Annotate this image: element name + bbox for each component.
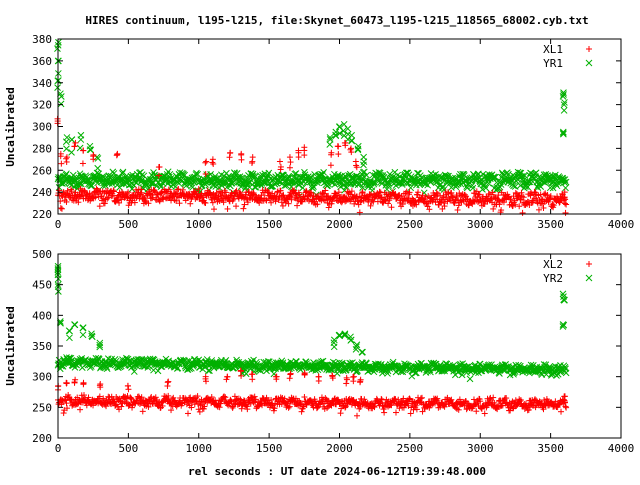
chart-title: HIRES continuum, l195-l215, file:Skynet_… [85, 14, 588, 27]
x-tick-label: 3500 [537, 442, 564, 455]
y-tick-label: 450 [32, 279, 52, 292]
x-tick-label: 3000 [467, 442, 494, 455]
x-tick-label: 3000 [467, 218, 494, 231]
y-tick-label: 360 [32, 55, 52, 68]
x-tick-label: 500 [118, 442, 138, 455]
x-tick-label: 1500 [256, 218, 283, 231]
legend-label-YR1: YR1 [543, 57, 563, 70]
x-tick-label: 1500 [256, 442, 283, 455]
x-tick-label: 500 [118, 218, 138, 231]
x-tick-label: 2000 [326, 442, 353, 455]
y-tick-label: 340 [32, 77, 52, 90]
y-tick-label: 260 [32, 164, 52, 177]
legend-label-XL1: XL1 [543, 43, 563, 56]
y-tick-label: 380 [32, 33, 52, 46]
y-tick-label: 400 [32, 309, 52, 322]
x-tick-label: 2000 [326, 218, 353, 231]
y-tick-label: 300 [32, 121, 52, 134]
y-tick-label: 200 [32, 432, 52, 445]
y-tick-label: 280 [32, 142, 52, 155]
y-tick-label: 250 [32, 401, 52, 414]
y-tick-label: 350 [32, 340, 52, 353]
y-tick-label: 240 [32, 186, 52, 199]
x-tick-label: 0 [55, 442, 62, 455]
x-axis-label: rel seconds : UT date 2024-06-12T19:39:4… [188, 465, 486, 478]
x-tick-label: 2500 [397, 218, 424, 231]
y-tick-label: 320 [32, 99, 52, 112]
y-tick-label: 220 [32, 208, 52, 221]
y-axis-label-top: Uncalibrated [4, 87, 17, 166]
y-tick-label: 500 [32, 248, 52, 261]
x-tick-label: 4000 [608, 442, 635, 455]
x-tick-label: 0 [55, 218, 62, 231]
x-tick-label: 3500 [537, 218, 564, 231]
y-axis-label-bottom: Uncalibrated [4, 306, 17, 385]
legend-label-XL2: XL2 [543, 258, 563, 271]
x-tick-label: 1000 [186, 218, 213, 231]
x-tick-label: 2500 [397, 442, 424, 455]
x-tick-label: 1000 [186, 442, 213, 455]
y-tick-label: 300 [32, 371, 52, 384]
x-tick-label: 4000 [608, 218, 635, 231]
legend-label-YR2: YR2 [543, 272, 563, 285]
